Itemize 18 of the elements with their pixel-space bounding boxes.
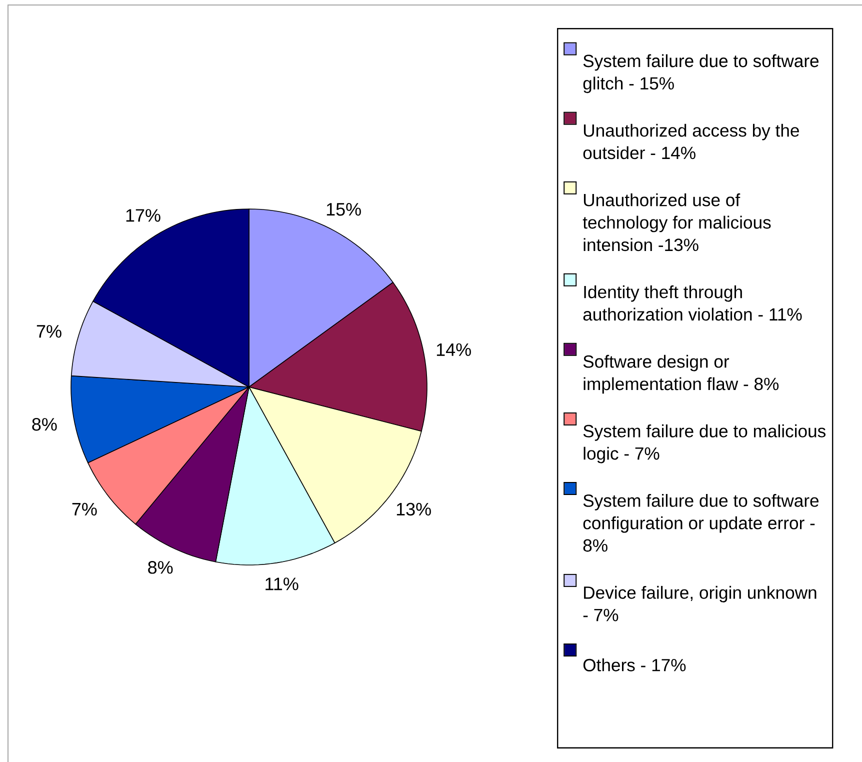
legend-label: System failure due to software glitch - 15% — [583, 54, 819, 94]
data-label: 15% — [326, 203, 361, 216]
data-label: 7% — [72, 502, 97, 516]
data-label: 13% — [396, 502, 431, 516]
legend-label: Others - 17% — [583, 658, 686, 672]
legend-label: Device failure, origin unknown - 7% — [583, 586, 816, 622]
legend-label: System failure due to malicious logic - 7% — [583, 424, 826, 464]
data-label: 17% — [126, 209, 160, 222]
legend-label: Identity theft through authorization violation - 11% — [583, 285, 802, 321]
data-label: 8% — [148, 561, 173, 574]
data-label: 11% — [266, 578, 298, 590]
data-label: 14% — [436, 343, 471, 356]
data-label: 8% — [32, 418, 57, 431]
legend-label: Unauthorized use of technology for malicious intension -13% — [582, 193, 771, 252]
legend-label: Software design or implementation flaw - 8% — [583, 354, 779, 394]
legend-label: System failure due to software configuration or update error - 8% — [583, 494, 819, 552]
legend-label: Unauthorized access by the outsider - 14% — [583, 124, 799, 160]
data-label: 7% — [36, 325, 62, 338]
